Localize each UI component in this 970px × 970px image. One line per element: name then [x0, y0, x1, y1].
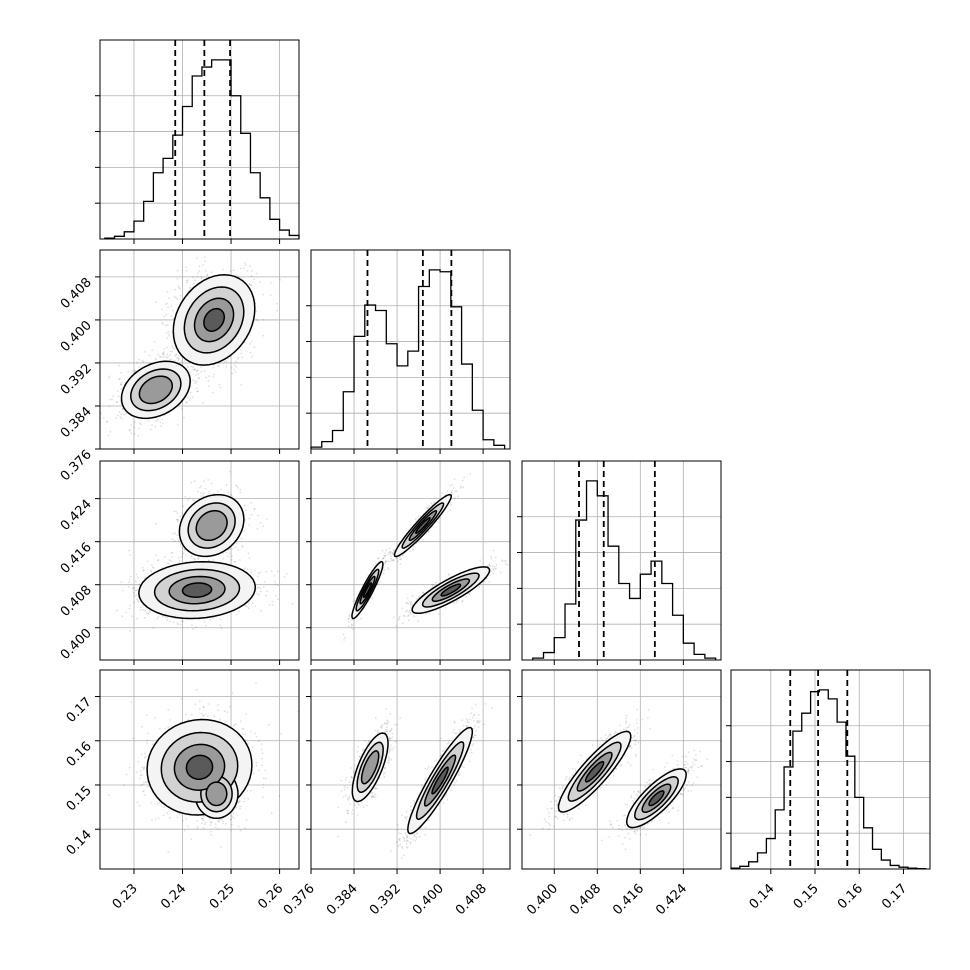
contour-level — [415, 517, 431, 535]
axes-frame — [99, 39, 300, 240]
histogram-panel-1 — [310, 249, 511, 450]
density-layer — [100, 256, 282, 437]
axes-frame — [521, 669, 722, 870]
x-tick-label: 0.23 — [110, 881, 141, 912]
histogram-bars — [104, 59, 300, 239]
x-tick-label: 0.384 — [324, 881, 361, 918]
x-tick-label: 0.408 — [567, 881, 604, 918]
histogram-bars — [532, 480, 717, 660]
contour-level — [431, 766, 449, 795]
density-layer — [336, 703, 493, 859]
axes-frame — [99, 669, 300, 870]
x-tick-label: 0.424 — [653, 881, 690, 918]
density-layer — [116, 470, 294, 632]
scatter-panel-2-3 — [521, 669, 722, 870]
x-tick-label: 0.400 — [524, 881, 561, 918]
contour-level — [185, 754, 214, 780]
x-tick-label: 0.416 — [610, 881, 647, 918]
histogram-panel-2 — [521, 460, 722, 661]
y-tick-label: 0.14 — [64, 827, 95, 858]
x-tick-label: 0.24 — [158, 881, 189, 912]
y-tick-label: 0.400 — [58, 626, 95, 663]
y-tick-label: 0.392 — [58, 361, 95, 398]
y-tick-label: 0.16 — [64, 739, 95, 770]
histogram-bars — [730, 689, 927, 870]
contour-level — [205, 781, 228, 807]
axes-frame — [730, 669, 931, 870]
contour-level — [648, 790, 665, 807]
histogram-panel-0 — [99, 39, 300, 240]
y-tick-label: 0.15 — [64, 783, 95, 814]
x-tick-label: 0.376 — [281, 881, 318, 918]
axes-frame — [310, 460, 511, 661]
y-tick-label: 0.384 — [58, 404, 95, 441]
axes-frame — [310, 249, 511, 450]
axes-frame — [310, 669, 511, 870]
x-tick-label: 0.14 — [747, 881, 778, 912]
density-layer — [529, 708, 709, 851]
x-tick-label: 0.15 — [791, 881, 822, 912]
histogram-panel-3 — [730, 669, 931, 870]
x-tick-label: 0.392 — [367, 881, 404, 918]
contour-level — [360, 750, 380, 785]
x-tick-label: 0.16 — [835, 881, 866, 912]
x-tick-label: 0.17 — [879, 881, 910, 912]
scatter-panel-1-3 — [310, 669, 511, 870]
axes-frame — [521, 460, 722, 661]
y-tick-label: 0.376 — [58, 447, 95, 484]
scatter-panel-0-2 — [99, 460, 300, 661]
y-tick-label: 0.416 — [58, 540, 95, 577]
contour-level — [203, 307, 226, 332]
contour-level — [584, 760, 605, 783]
axes-frame — [99, 460, 300, 661]
y-tick-label: 0.408 — [58, 275, 95, 312]
scatter-panel-0-1 — [99, 249, 300, 450]
y-tick-label: 0.408 — [58, 583, 95, 620]
y-tick-label: 0.400 — [58, 318, 95, 355]
scatter-panel-1-2 — [310, 460, 511, 661]
x-tick-label: 0.408 — [453, 881, 490, 918]
x-tick-label: 0.400 — [410, 881, 447, 918]
contour-level — [138, 375, 174, 405]
density-layer — [342, 473, 509, 641]
contour-level — [195, 509, 228, 542]
x-tick-label: 0.25 — [207, 881, 238, 912]
y-tick-label: 0.17 — [64, 695, 95, 726]
contour-level — [440, 583, 462, 597]
contour-level — [362, 582, 373, 598]
axes-frame — [99, 249, 300, 450]
scatter-panel-0-3 — [99, 669, 300, 870]
density-layer — [107, 682, 299, 854]
y-tick-label: 0.424 — [58, 497, 95, 534]
histogram-bars — [310, 269, 506, 449]
contour-level — [181, 582, 213, 598]
